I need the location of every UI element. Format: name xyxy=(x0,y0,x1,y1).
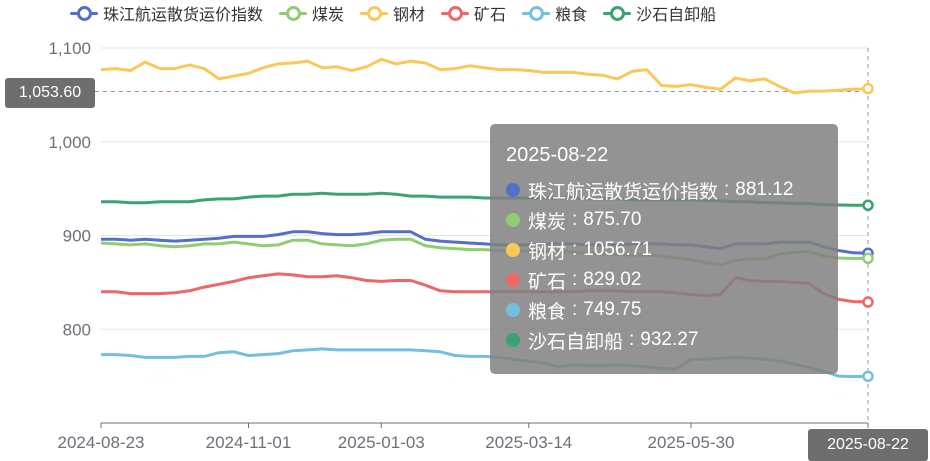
y-tick-label: 1,000 xyxy=(48,133,91,152)
series-dot-icon xyxy=(506,303,520,317)
tooltip-row: 沙石自卸船:932.27 xyxy=(506,325,838,355)
tooltip-series-value: 932.27 xyxy=(640,329,699,350)
x-tick-label: 2025-03-14 xyxy=(485,433,572,452)
legend-item[interactable]: 沙石自卸船 xyxy=(603,1,716,25)
tooltip-row: 煤炭:875.70 xyxy=(506,205,838,235)
tooltip-separator: : xyxy=(572,269,578,290)
series-dot-icon xyxy=(506,333,520,347)
y-tick-label: 800 xyxy=(63,320,91,339)
data-point xyxy=(862,370,874,383)
legend-label: 钢材 xyxy=(393,7,426,24)
legend-label: 沙石自卸船 xyxy=(636,7,717,24)
y-tick-label: 900 xyxy=(63,227,91,246)
tooltip-series-name: 煤炭 xyxy=(528,211,567,233)
tooltip-separator: : xyxy=(724,179,730,200)
data-point xyxy=(862,82,874,95)
tooltip-row: 钢材:1056.71 xyxy=(506,235,838,265)
tooltip-row: 粮食:749.75 xyxy=(506,295,838,325)
tooltip-separator: : xyxy=(629,329,635,350)
series-dot-icon xyxy=(506,183,520,197)
x-tick-label: 2025-05-30 xyxy=(648,433,735,452)
tooltip-date: 2025-08-22 xyxy=(506,144,609,166)
tooltip-separator: : xyxy=(572,239,578,260)
legend-line-icon xyxy=(279,6,308,21)
y-axis-pointer-label: 1,053.60 xyxy=(5,78,95,108)
legend: 珠江航运散货运价指数 煤炭 钢材 矿石 粮食 沙石自卸船 xyxy=(70,0,716,26)
tooltip-series-value: 1056.71 xyxy=(583,239,652,260)
legend-label: 矿石 xyxy=(474,7,507,24)
tooltip-row: 珠江航运散货运价指数:881.12 xyxy=(506,175,838,205)
legend-item[interactable]: 矿石 xyxy=(441,1,506,25)
legend-item[interactable]: 煤炭 xyxy=(279,1,344,25)
legend-line-icon xyxy=(441,6,470,21)
data-point xyxy=(862,199,874,211)
series-dot-icon xyxy=(506,213,520,227)
tooltip: 2025-08-22 珠江航运散货运价指数:881.12 煤炭:875.70 钢材:… xyxy=(490,124,838,374)
legend-label: 煤炭 xyxy=(312,7,345,24)
data-point xyxy=(862,252,874,265)
x-tick-label: 2024-11-01 xyxy=(206,433,292,452)
series-dot-icon xyxy=(506,273,520,287)
tooltip-series-value: 749.75 xyxy=(583,299,642,320)
x-tick-label: 2025-01-03 xyxy=(338,433,425,452)
legend-label: 珠江航运散货运价指数 xyxy=(103,7,264,24)
legend-line-icon xyxy=(603,6,632,21)
data-point xyxy=(862,296,874,308)
tooltip-separator: : xyxy=(572,209,578,230)
tooltip-series-name: 矿石 xyxy=(528,271,567,293)
tooltip-series-value: 829.02 xyxy=(583,269,642,290)
tooltip-series-value: 875.70 xyxy=(583,209,642,230)
legend-line-icon xyxy=(522,6,551,21)
series-dot-icon xyxy=(506,243,520,257)
legend-label: 粮食 xyxy=(555,7,588,24)
tooltip-series-name: 粮食 xyxy=(528,301,567,323)
legend-item[interactable]: 钢材 xyxy=(360,1,425,25)
legend-item[interactable]: 粮食 xyxy=(522,1,587,25)
legend-line-icon xyxy=(360,6,389,21)
tooltip-series-value: 881.12 xyxy=(735,179,794,200)
y-tick-label: 1,100 xyxy=(48,39,91,58)
tooltip-separator: : xyxy=(572,299,578,320)
legend-item[interactable]: 珠江航运散货运价指数 xyxy=(70,1,263,25)
tooltip-series-name: 沙石自卸船 xyxy=(528,331,624,353)
series-line xyxy=(100,57,869,95)
tooltip-series-name: 钢材 xyxy=(528,241,567,263)
x-tick-label: 2024-08-23 xyxy=(58,433,145,452)
tooltip-series-name: 珠江航运散货运价指数 xyxy=(528,181,719,203)
legend-line-icon xyxy=(70,6,98,21)
tooltip-row: 矿石:829.02 xyxy=(506,265,838,295)
x-axis-pointer-label: 2025-08-22 xyxy=(808,429,928,461)
